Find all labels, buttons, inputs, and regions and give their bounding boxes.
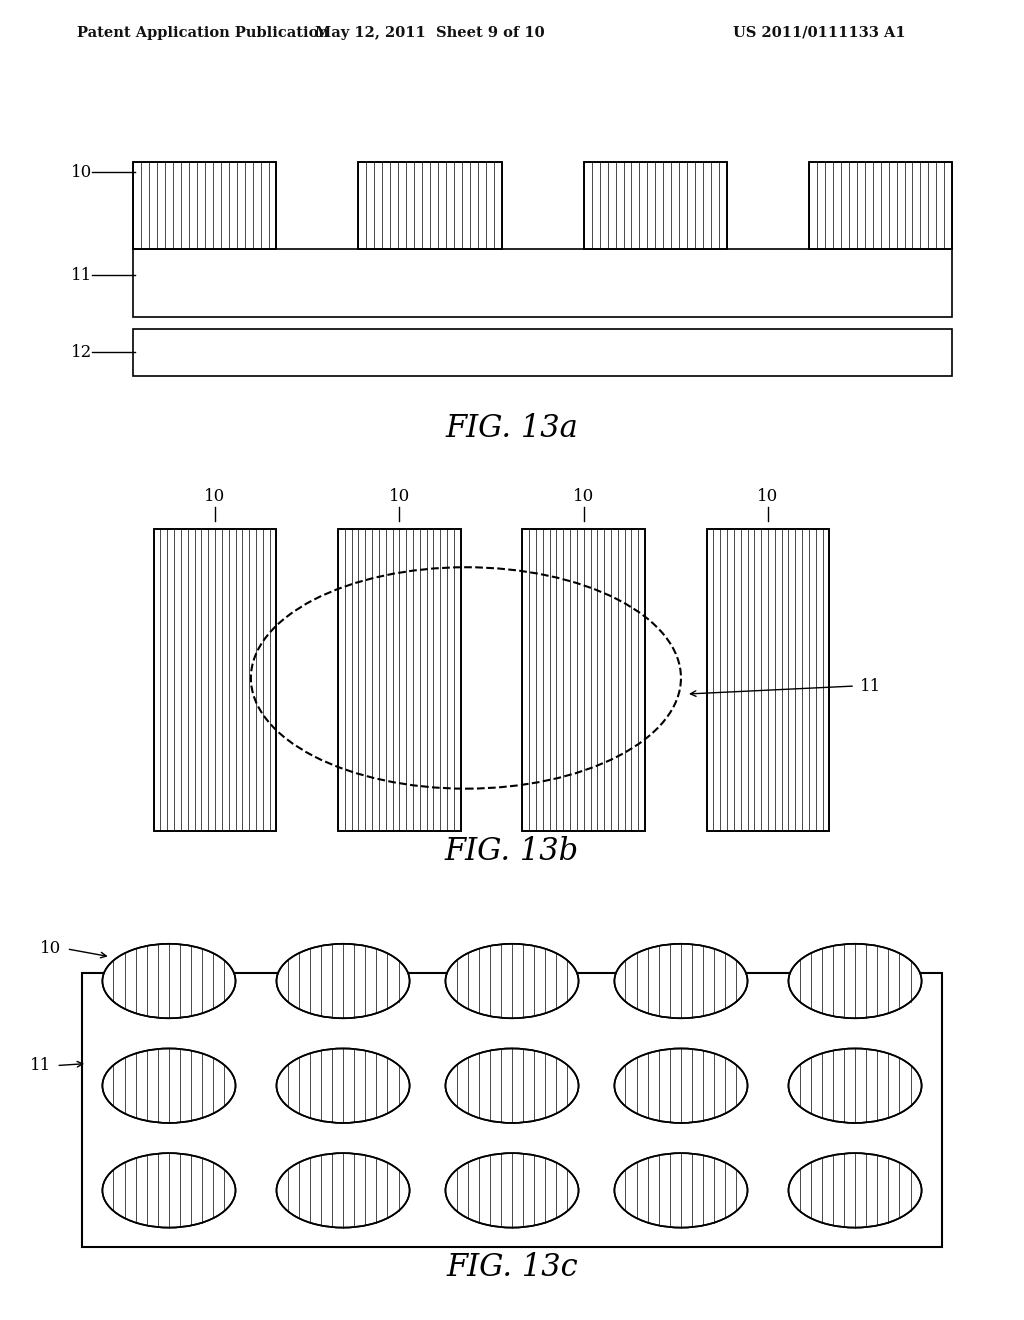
Ellipse shape — [614, 1048, 748, 1123]
Bar — [133, 329, 952, 376]
Bar — [133, 249, 952, 317]
Text: 10: 10 — [758, 488, 778, 504]
Ellipse shape — [614, 1154, 748, 1228]
Ellipse shape — [445, 944, 579, 1018]
Text: US 2011/0111133 A1: US 2011/0111133 A1 — [733, 25, 905, 40]
Ellipse shape — [614, 944, 748, 1018]
Text: FIG. 13b: FIG. 13b — [445, 836, 579, 867]
Bar — [82, 973, 942, 1246]
Text: FIG. 13a: FIG. 13a — [445, 413, 579, 444]
Bar — [133, 162, 276, 249]
Text: Patent Application Publication: Patent Application Publication — [77, 25, 329, 40]
Text: 11: 11 — [71, 267, 92, 284]
Bar — [338, 529, 461, 832]
Bar — [154, 529, 276, 832]
Ellipse shape — [276, 1154, 410, 1228]
Ellipse shape — [276, 1048, 410, 1123]
Bar — [358, 162, 502, 249]
Bar — [584, 162, 727, 249]
Text: 11: 11 — [30, 1057, 51, 1074]
Text: FIG. 13c: FIG. 13c — [446, 1251, 578, 1283]
Bar — [358, 162, 502, 249]
Ellipse shape — [102, 1048, 236, 1123]
Bar — [338, 529, 461, 832]
Ellipse shape — [788, 1048, 922, 1123]
Ellipse shape — [788, 1154, 922, 1228]
Text: 10: 10 — [573, 488, 594, 504]
Bar — [133, 162, 276, 249]
Ellipse shape — [102, 944, 236, 1018]
Bar — [707, 529, 829, 832]
Bar — [154, 529, 276, 832]
Text: 12: 12 — [71, 345, 92, 360]
Bar — [707, 529, 829, 832]
Ellipse shape — [445, 1154, 579, 1228]
Ellipse shape — [445, 1048, 579, 1123]
Bar — [809, 162, 952, 249]
Bar — [584, 162, 727, 249]
Ellipse shape — [102, 1154, 236, 1228]
Ellipse shape — [276, 944, 410, 1018]
Text: 10: 10 — [71, 164, 92, 181]
Text: May 12, 2011  Sheet 9 of 10: May 12, 2011 Sheet 9 of 10 — [315, 25, 545, 40]
Bar — [809, 162, 952, 249]
Bar — [522, 529, 645, 832]
Text: 11: 11 — [860, 677, 882, 694]
Text: 10: 10 — [205, 488, 225, 504]
Ellipse shape — [788, 944, 922, 1018]
Text: 10: 10 — [389, 488, 410, 504]
Text: 10: 10 — [40, 940, 61, 957]
Bar — [522, 529, 645, 832]
